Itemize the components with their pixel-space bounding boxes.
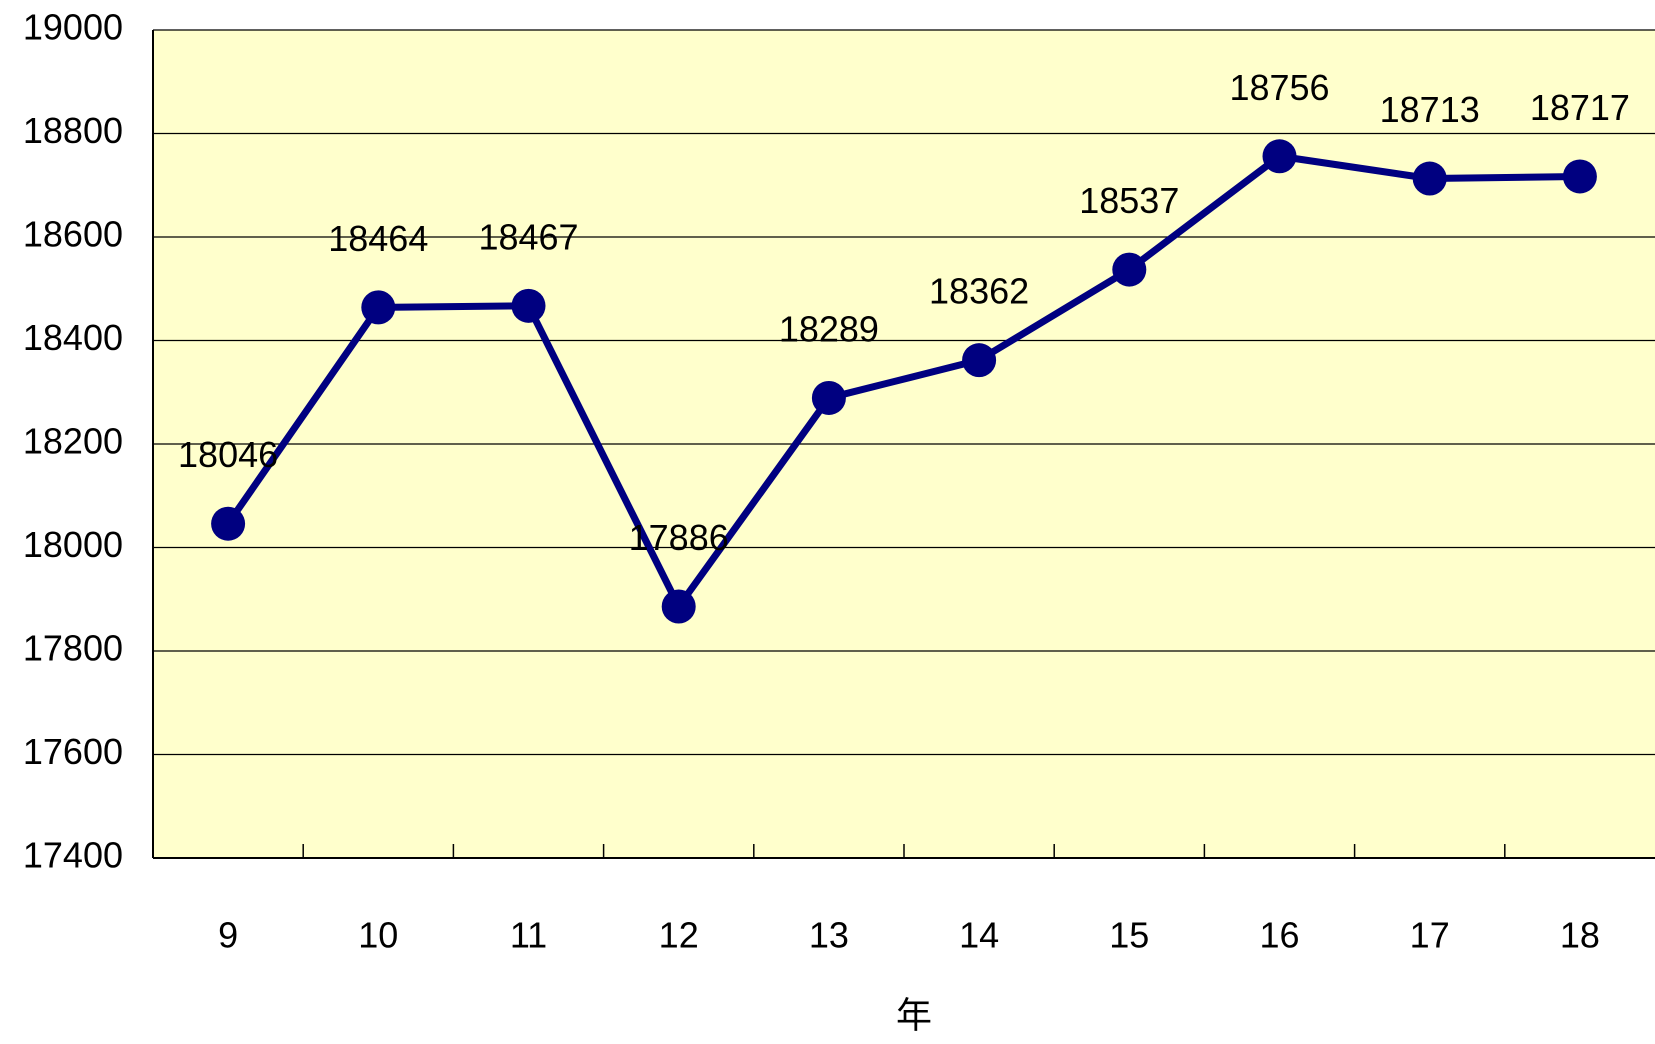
y-tick-label: 17400 (23, 835, 123, 876)
x-tick-label: 9 (218, 915, 238, 956)
data-label: 18289 (779, 308, 879, 349)
data-label: 18717 (1530, 87, 1630, 128)
marker (511, 288, 546, 323)
data-label: 18046 (178, 434, 278, 475)
y-tick-label: 18400 (23, 317, 123, 358)
y-tick-label: 18000 (23, 524, 123, 565)
x-tick-label: 17 (1410, 915, 1450, 956)
y-tick-label: 17600 (23, 731, 123, 772)
marker (1412, 161, 1447, 196)
y-tick-label: 18200 (23, 421, 123, 462)
y-tick-label: 17800 (23, 628, 123, 669)
marker (1112, 252, 1147, 287)
x-tick-label: 11 (510, 915, 547, 956)
x-tick-label: 13 (809, 915, 849, 956)
x-tick-label: 15 (1109, 915, 1149, 956)
x-tick-label: 10 (358, 915, 398, 956)
data-label: 18713 (1380, 89, 1480, 130)
marker (811, 380, 846, 415)
data-label: 17886 (629, 517, 729, 558)
marker (962, 343, 997, 378)
y-tick-label: 18800 (23, 110, 123, 151)
data-label: 18464 (328, 218, 428, 259)
data-label: 18537 (1079, 180, 1179, 221)
y-tick-label: 18600 (23, 214, 123, 255)
x-tick-label: 18 (1560, 915, 1600, 956)
x-tick-label: 16 (1259, 915, 1299, 956)
x-tick-label: 12 (659, 915, 699, 956)
data-label: 18756 (1229, 67, 1329, 108)
y-tick-label: 19000 (23, 7, 123, 48)
x-tick-label: 14 (959, 915, 999, 956)
data-label: 18467 (478, 216, 578, 257)
line (225, 152, 1580, 610)
marker (361, 290, 396, 325)
x-axis-label: 年 (896, 995, 932, 1036)
marker (661, 589, 696, 624)
data-label: 18362 (929, 271, 1029, 312)
marker (1562, 159, 1597, 194)
marker (1262, 139, 1297, 174)
marker (211, 506, 246, 541)
